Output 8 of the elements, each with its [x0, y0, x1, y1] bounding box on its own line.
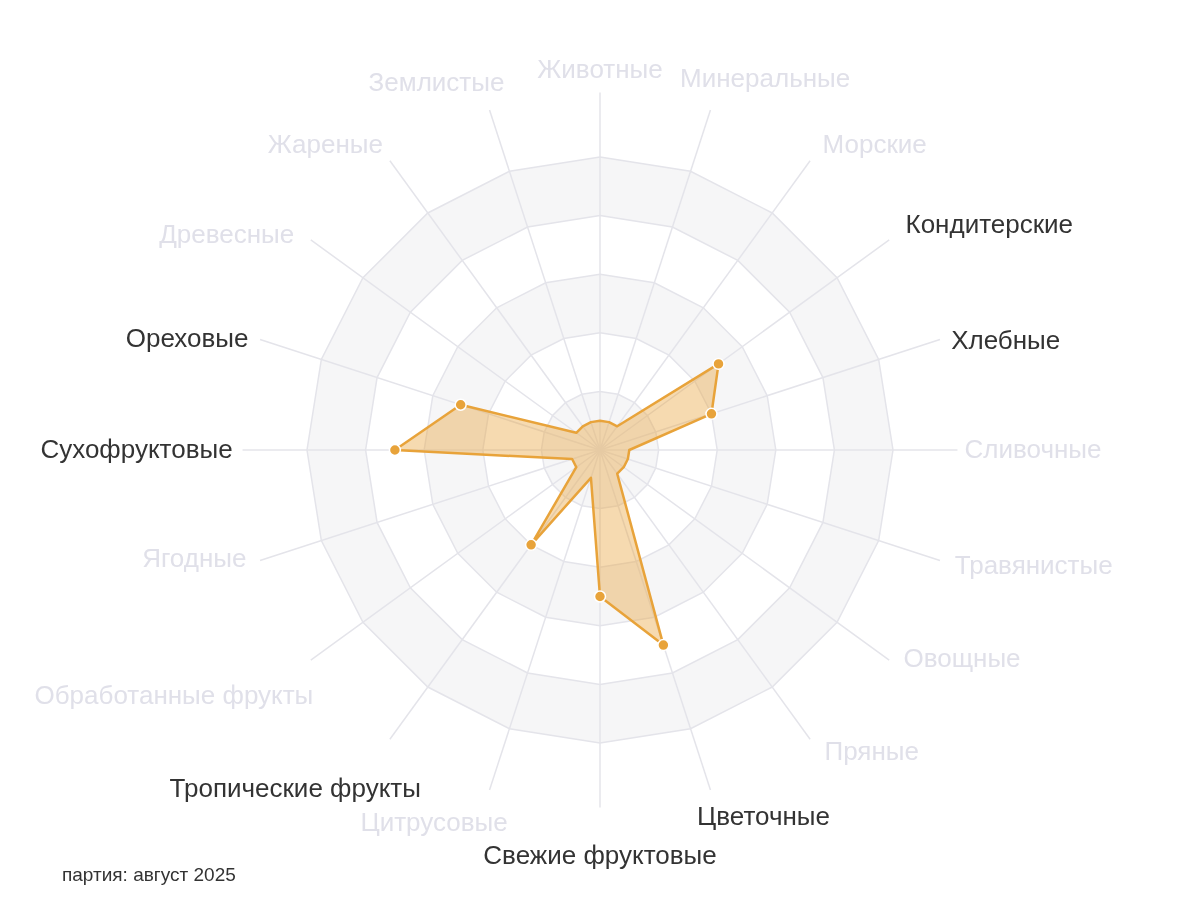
- spoke-label: Тропические фрукты: [169, 772, 421, 803]
- spoke-label: Сухофруктовые: [40, 434, 233, 464]
- spoke-label: Хлебные: [951, 325, 1061, 356]
- text: партия: август 2025: [62, 864, 236, 885]
- spoke-label: Ореховые: [125, 323, 249, 354]
- spoke-label: Кондитерские: [905, 209, 1074, 240]
- spoke-label: Цветочные: [697, 801, 830, 832]
- spoke-label: Свежие фруктовые: [483, 840, 717, 870]
